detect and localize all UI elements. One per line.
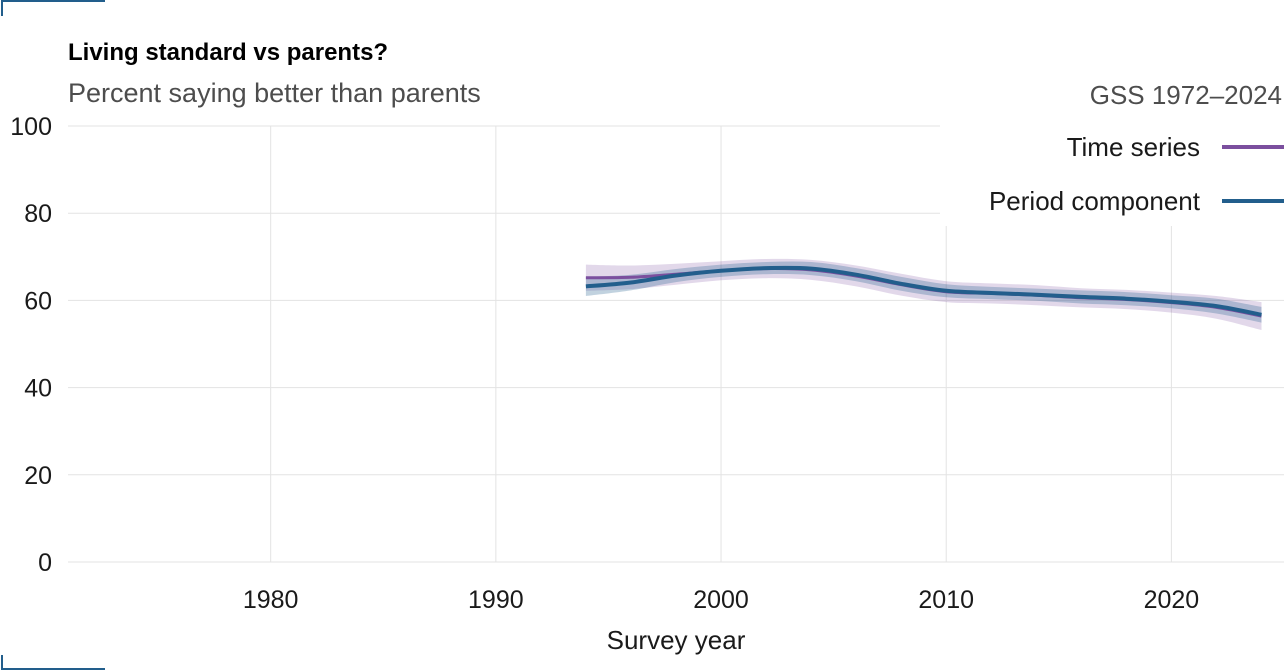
y-tick-label-80: 80 xyxy=(24,200,52,228)
chart-subtitle: Percent saying better than parents xyxy=(68,78,481,108)
corner-mark-bottom xyxy=(1,655,105,670)
series-lines xyxy=(585,265,1262,318)
x-tick-label-2010: 2010 xyxy=(918,586,974,614)
y-tick-label-0: 0 xyxy=(38,549,52,577)
x-tick-label-1980: 1980 xyxy=(243,586,299,614)
x-tick-label-2000: 2000 xyxy=(693,586,749,614)
y-tick-label-100: 100 xyxy=(10,113,52,141)
corner-mark-top xyxy=(1,0,105,16)
x-axis-title: Survey year xyxy=(607,625,746,655)
legend-label-period-component: Period component xyxy=(989,186,1201,216)
x-tick-label-1990: 1990 xyxy=(468,586,524,614)
band-period-component xyxy=(585,261,1262,323)
x-tick-label-2020: 2020 xyxy=(1144,586,1200,614)
confidence-bands xyxy=(585,258,1262,330)
y-axis: 0 20 40 60 80 100 xyxy=(10,113,52,577)
chart-title: Living standard vs parents? xyxy=(68,39,388,66)
legend-label-time-series: Time series xyxy=(1067,132,1200,162)
band-time-series xyxy=(585,258,1262,330)
y-tick-label-40: 40 xyxy=(24,375,52,403)
legend: Time series Period component xyxy=(940,124,1284,226)
line-period-component xyxy=(585,265,1262,317)
chart-caption: GSS 1972–2024 xyxy=(1090,80,1282,110)
legend-background xyxy=(940,124,1284,226)
y-tick-label-20: 20 xyxy=(24,462,52,490)
x-axis: 1980 1990 2000 2010 2020 xyxy=(243,586,1199,614)
y-tick-label-60: 60 xyxy=(24,287,52,315)
